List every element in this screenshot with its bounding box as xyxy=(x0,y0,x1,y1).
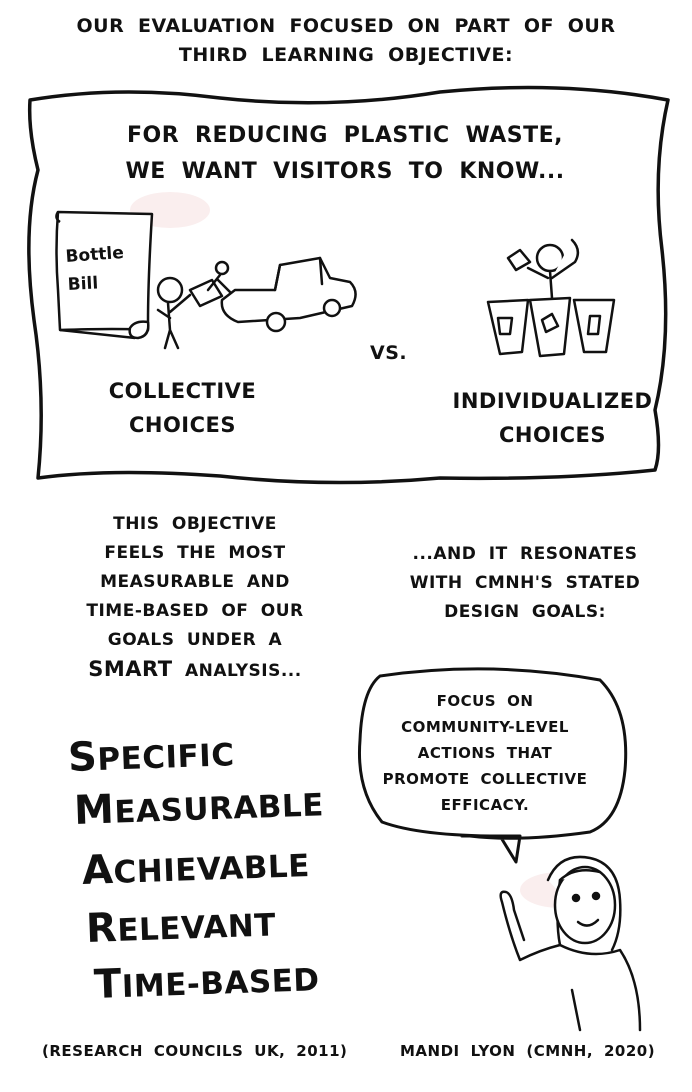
resonates-line: with CMNH's stated xyxy=(409,573,641,593)
bubble-line: Focus on xyxy=(436,692,534,710)
resonates-line: design goals: xyxy=(444,602,606,622)
smart-item-time-based: Time-based xyxy=(93,954,320,1008)
header-line-1: Our evaluation focused on part of our xyxy=(76,15,616,37)
objective-line: feels the most xyxy=(104,543,286,563)
header-line-2: third learning objective: xyxy=(178,44,514,66)
smart-item-specific: Specific xyxy=(67,729,235,781)
bubble-line: promote collective xyxy=(382,770,588,788)
bottle-bill-scroll-icon: Bottle Bill xyxy=(55,210,154,340)
smart-rest: chievable xyxy=(112,848,311,891)
scroll-text-1: Bottle xyxy=(65,243,125,267)
individual-line-1: Individualized xyxy=(452,389,653,413)
citation-left: (Research Councils UK, 2011) xyxy=(42,1042,348,1060)
header-text: Our evaluation focused on part of our th… xyxy=(40,12,652,70)
collective-line-2: choices xyxy=(128,413,237,437)
smart-word: SMART xyxy=(88,657,173,681)
objective-line: measurable and xyxy=(100,572,290,592)
objective-line: goals under a xyxy=(107,630,283,650)
citation-right: Mandi Lyon (CMNH, 2020) xyxy=(400,1042,656,1060)
mandi-character-icon xyxy=(499,855,642,1032)
smart-rest: ime-based xyxy=(121,962,321,1006)
frame-title-line-2: we want visitors to know... xyxy=(125,159,565,184)
frame-title-line-1: For reducing plastic waste, xyxy=(126,123,564,148)
individual-line-2: choices xyxy=(498,423,607,447)
smart-item-relevant: Relevant xyxy=(85,899,276,952)
smart-rest: elevant xyxy=(116,907,277,949)
objective-line: time-based of our xyxy=(86,601,304,621)
wavy-frame xyxy=(27,85,670,485)
individualized-choices-label: Individualized choices xyxy=(440,384,665,452)
speech-bubble-shape xyxy=(358,667,628,864)
resonates-line: ...and it resonates xyxy=(412,544,638,564)
smart-initial: M xyxy=(73,786,116,834)
collective-choices-label: Collective choices xyxy=(95,374,270,442)
bubble-line: actions that xyxy=(417,744,553,762)
smart-rest: easurable xyxy=(113,787,325,831)
smart-item-measurable: Measurable xyxy=(73,779,324,834)
person-with-car-icon xyxy=(156,256,357,350)
bubble-line: community-level xyxy=(401,718,569,736)
vs-label: vs. xyxy=(370,342,408,364)
frame-title: For reducing plastic waste, we want visi… xyxy=(110,118,580,190)
objective-text: This objective feels the most measurable… xyxy=(55,510,335,686)
smart-initial: A xyxy=(81,846,115,894)
objective-line-last: SMART analysis... xyxy=(55,655,335,686)
smart-rest: pecific xyxy=(96,737,236,778)
collective-line-1: Collective xyxy=(108,379,257,403)
smart-initial: S xyxy=(67,733,99,781)
objective-line: This objective xyxy=(113,514,277,534)
speech-bubble-text: Focus on community-level actions that pr… xyxy=(365,688,605,818)
resonates-text: ...and it resonates with CMNH's stated d… xyxy=(385,540,665,627)
smart-initial: R xyxy=(85,904,119,952)
scroll-text-2: Bill xyxy=(67,273,98,295)
bubble-line: efficacy. xyxy=(440,796,530,814)
recycling-bins-icon xyxy=(486,238,616,358)
smart-item-achievable: Achievable xyxy=(81,840,310,894)
smart-initial: T xyxy=(93,961,123,1008)
objective-tail: analysis... xyxy=(184,661,302,681)
